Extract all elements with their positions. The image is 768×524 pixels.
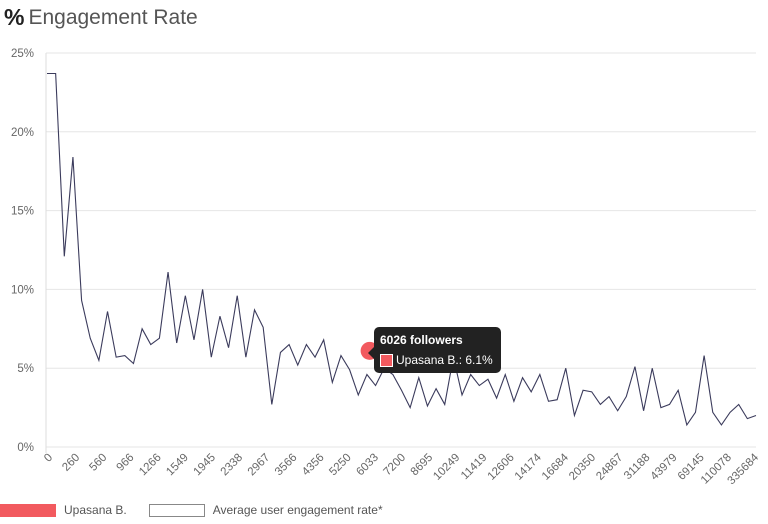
x-tick-label: 3566 (273, 452, 300, 479)
x-tick-label: 14174 (513, 451, 545, 483)
x-tick-label: 12606 (486, 452, 517, 483)
y-tick-label: 0% (17, 442, 34, 454)
y-tick-label: 15% (11, 206, 34, 218)
chart-tooltip: 6026 followers Upasana B.: 6.1% (368, 327, 501, 373)
tooltip-title: 6026 followers (380, 333, 463, 347)
x-tick-label: 4356 (300, 452, 327, 479)
x-tick-label: 966 (115, 452, 137, 474)
tooltip-swatch (380, 353, 393, 367)
x-tick-label: 20350 (567, 452, 598, 483)
x-tick-label: 335684 (726, 451, 762, 487)
x-tick-label: 43979 (649, 452, 680, 483)
x-tick-label: 2338 (219, 452, 246, 479)
legend-label-upasana[interactable]: Upasana B. (64, 503, 127, 517)
chart-legend: Upasana B. Average user engagement rate* (0, 503, 383, 517)
x-tick-label: 7200 (382, 452, 409, 479)
legend-swatch-average[interactable] (148, 503, 205, 517)
x-tick-label: 1266 (137, 452, 164, 479)
average-engagement-line (47, 72, 757, 427)
y-tick-label: 10% (11, 284, 34, 296)
chart-title: % Engagement Rate (4, 4, 198, 31)
x-tick-label: 5250 (327, 452, 354, 479)
x-tick-label: 31188 (622, 452, 653, 483)
x-tick-label: 16684 (540, 451, 572, 483)
y-tick-label: 5% (17, 363, 34, 375)
x-tick-label: 10249 (431, 452, 462, 483)
y-tick-label: 20% (11, 127, 34, 139)
x-tick-label: 1549 (164, 452, 191, 479)
x-tick-label: 6033 (354, 452, 381, 479)
x-tick-label: 560 (87, 452, 109, 474)
legend-label-average[interactable]: Average user engagement rate* (212, 503, 383, 517)
x-tick-label: 260 (60, 452, 82, 474)
percent-icon: % (4, 4, 25, 30)
x-tick-label: 2967 (246, 452, 273, 479)
tooltip-label: Upasana B.: 6.1% (396, 353, 493, 367)
x-tick-label: 1945 (191, 452, 218, 479)
chart-title-text: Engagement Rate (28, 5, 198, 29)
x-tick-label: 0 (42, 452, 55, 465)
x-tick-label: 24867 (594, 452, 625, 483)
x-tick-label: 11419 (459, 452, 490, 483)
legend-swatch-upasana[interactable] (0, 503, 56, 517)
y-tick-label: 25% (11, 48, 34, 60)
